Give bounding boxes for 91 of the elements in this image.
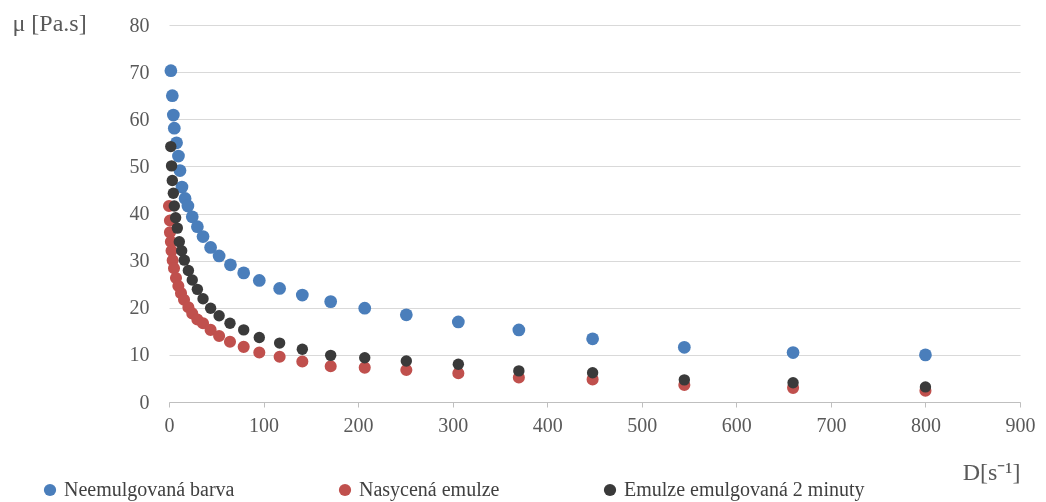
x-tick-label: 800: [910, 413, 941, 436]
point: [359, 352, 371, 364]
x-tick-label: 300: [438, 413, 469, 436]
point: [165, 89, 179, 103]
point: [204, 302, 217, 314]
point: [196, 317, 210, 330]
point: [213, 310, 225, 322]
x-tick-label: 900: [1005, 413, 1036, 436]
y-tick-label: 40: [129, 202, 150, 224]
point: [171, 222, 184, 234]
point: [273, 350, 286, 363]
point: [296, 343, 309, 355]
y-tick-label: 70: [129, 60, 150, 83]
point: [165, 140, 177, 153]
point: [178, 254, 191, 266]
point: [238, 324, 250, 336]
point: [324, 295, 338, 308]
x-tick-label: 500: [627, 413, 658, 436]
point: [223, 335, 237, 348]
y-tick-label: 10: [129, 343, 150, 366]
y-tick-label: 30: [129, 249, 150, 272]
point: [175, 245, 188, 257]
point: [919, 348, 932, 362]
point: [182, 264, 195, 277]
point: [273, 282, 286, 295]
x-tick-label: 600: [721, 413, 752, 436]
point: [212, 249, 226, 263]
point: [196, 230, 210, 243]
legend-label: Neemulgovaná barva: [64, 478, 235, 501]
point: [190, 220, 204, 234]
point: [237, 340, 250, 353]
point: [677, 340, 691, 354]
y-tick-label: 50: [129, 154, 150, 177]
point: [324, 349, 337, 362]
point: [678, 374, 691, 386]
point: [167, 187, 180, 199]
point: [513, 365, 525, 377]
point: [186, 274, 198, 286]
point: [400, 355, 413, 367]
y-axis-title: μ [Pa.s]: [12, 9, 87, 36]
point: [586, 332, 599, 346]
point: [164, 64, 178, 78]
legend-label: Nasycená emulze: [359, 478, 500, 501]
point: [296, 355, 309, 368]
x-tick-label: 700: [816, 413, 847, 436]
point: [324, 360, 337, 373]
point: [512, 323, 526, 337]
y-tick-label: 20: [129, 296, 150, 319]
point: [586, 367, 599, 379]
point: [181, 199, 195, 213]
point: [358, 361, 371, 374]
point: [452, 358, 465, 370]
point: [197, 293, 209, 305]
point: [224, 258, 237, 272]
point: [399, 308, 413, 322]
point: [451, 315, 465, 329]
point: [173, 164, 187, 177]
point: [252, 274, 266, 287]
point: [253, 346, 266, 359]
point: [237, 266, 251, 280]
point: [169, 212, 182, 224]
point: [224, 317, 236, 329]
point: [358, 301, 372, 315]
y-tick-label: 60: [129, 107, 150, 130]
y-tick-label: 80: [129, 13, 150, 36]
point: [166, 108, 180, 122]
y-tick-label: 0: [139, 390, 150, 413]
point: [168, 200, 180, 212]
x-axis-title: D[s⁻¹]: [962, 458, 1021, 485]
x-tick-label: 0: [164, 413, 175, 436]
point: [167, 121, 181, 135]
point: [787, 376, 799, 389]
point: [165, 160, 178, 172]
point: [172, 149, 185, 163]
point: [295, 288, 309, 302]
legend-label: Emulze emulgovaná 2 minuty: [624, 478, 865, 501]
point: [167, 262, 181, 275]
point: [919, 381, 932, 393]
point: [786, 346, 800, 359]
x-tick-label: 100: [249, 413, 280, 436]
point: [273, 337, 286, 349]
point: [204, 241, 217, 254]
point: [166, 174, 179, 187]
point: [213, 329, 226, 343]
x-tick-label: 400: [532, 413, 563, 436]
point: [175, 180, 189, 194]
point: [191, 283, 204, 296]
point: [253, 331, 265, 344]
point: [185, 210, 199, 224]
point: [204, 323, 217, 336]
x-tick-label: 200: [343, 413, 374, 436]
